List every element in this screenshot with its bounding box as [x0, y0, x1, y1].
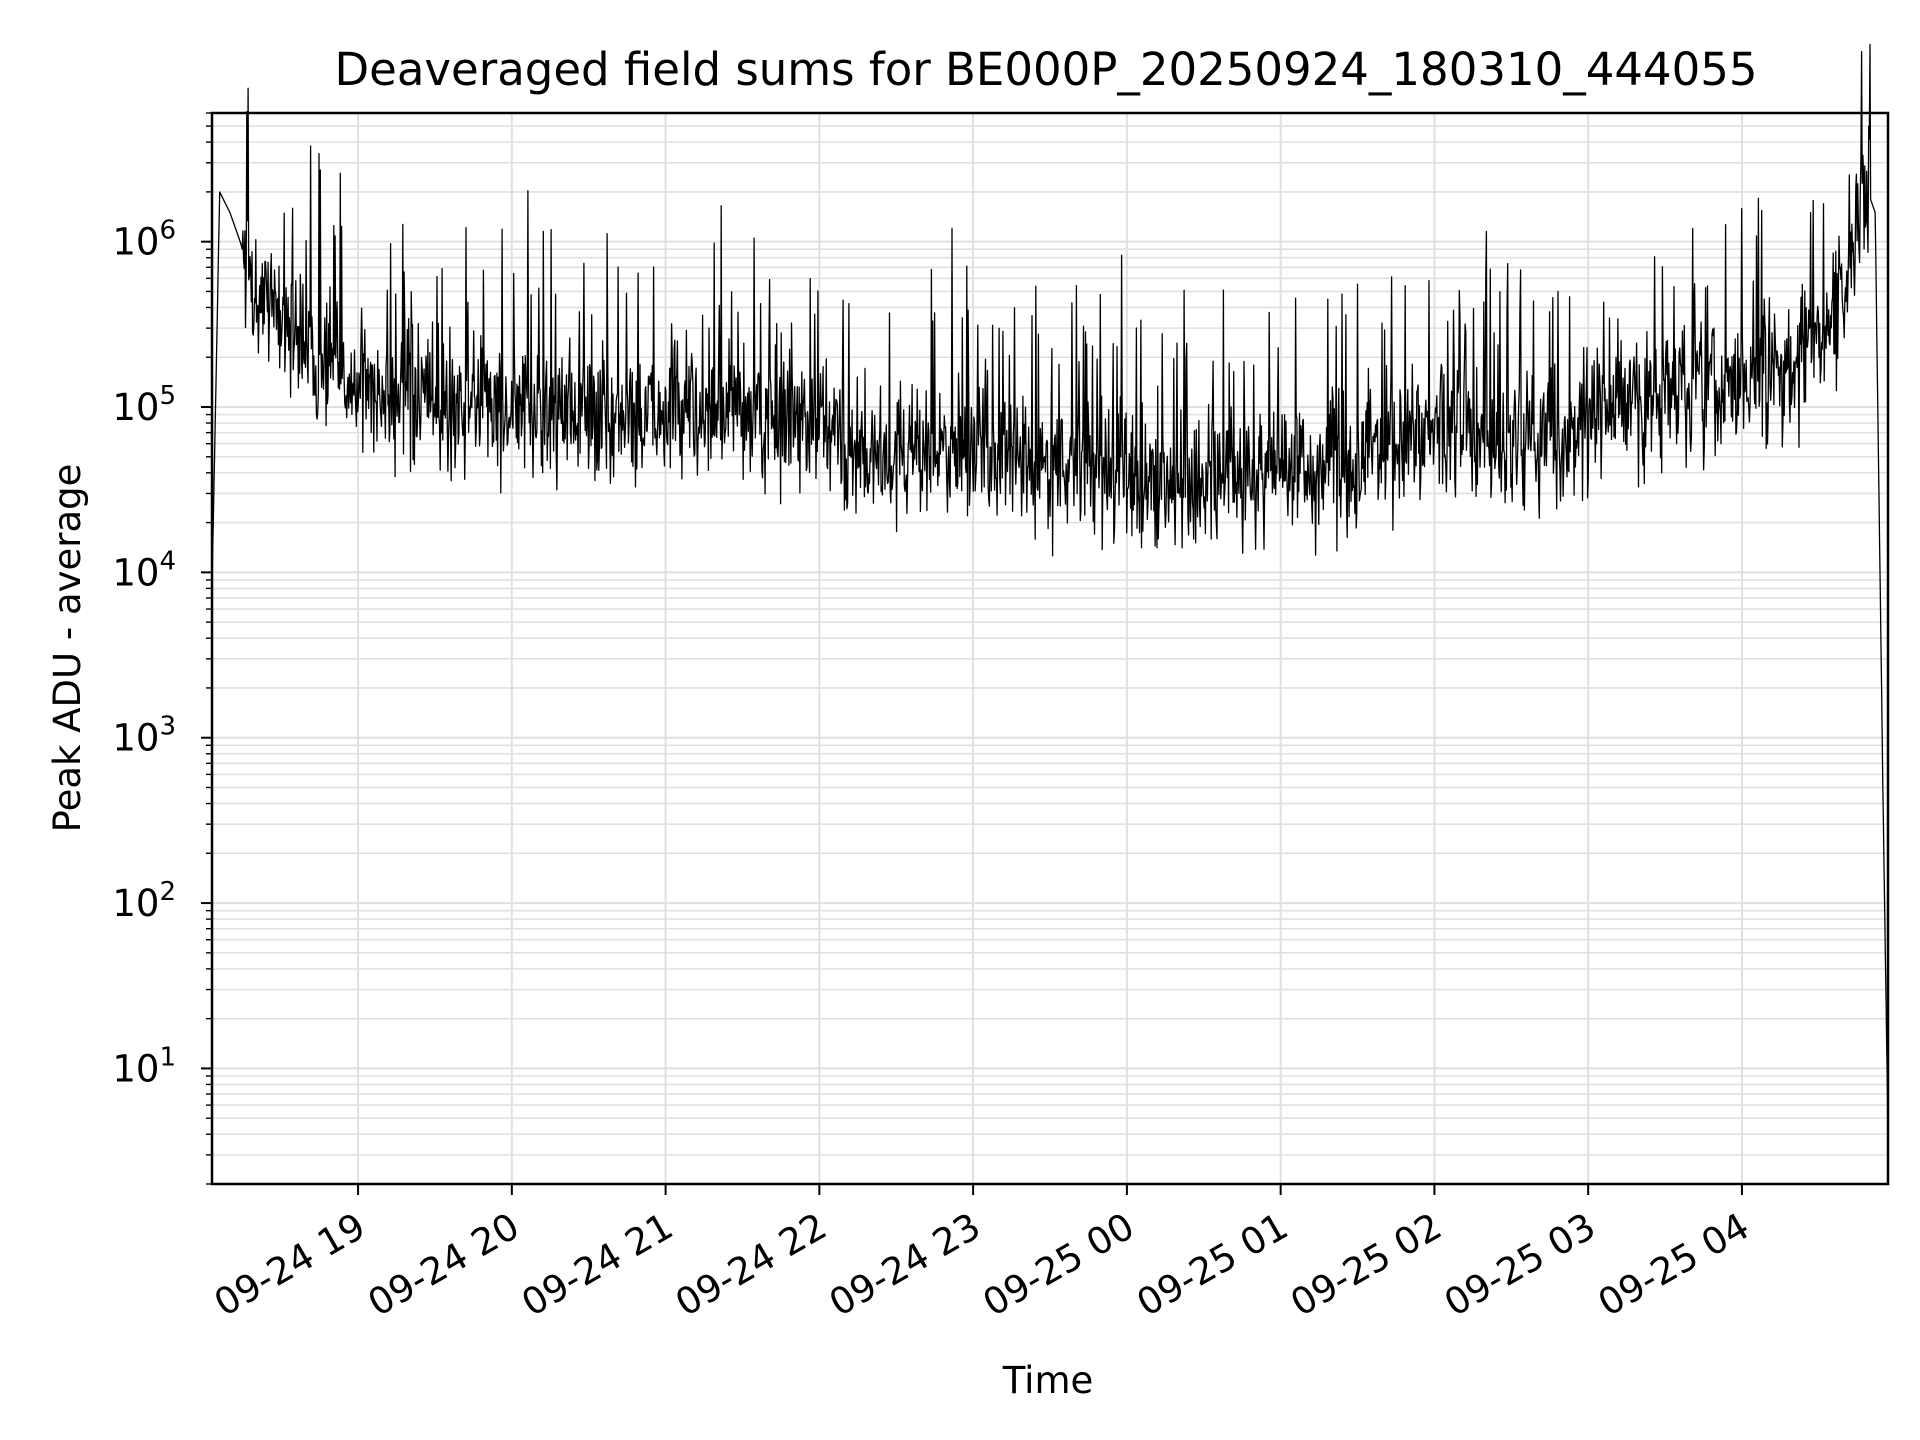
- y-tick-label: 103: [112, 712, 176, 760]
- y-axis-label: Peak ADU - average: [46, 464, 89, 833]
- plot-frame: [210, 111, 1890, 1186]
- y-tick-label: 105: [112, 381, 176, 429]
- y-tick-label: 102: [112, 877, 176, 925]
- series-layer: [211, 43, 1889, 1135]
- x-axis-label: Time: [1002, 1359, 1094, 1402]
- y-axis: 101 102 103 104 105 106: [112, 112, 212, 1185]
- y-tick-label: 104: [112, 546, 176, 594]
- y-tick-label: 101: [112, 1042, 176, 1090]
- series-line: [211, 43, 1889, 1135]
- chart-title: Deaveraged field sums for BE000P_2025092…: [335, 43, 1758, 96]
- y-tick-label: 106: [112, 216, 176, 264]
